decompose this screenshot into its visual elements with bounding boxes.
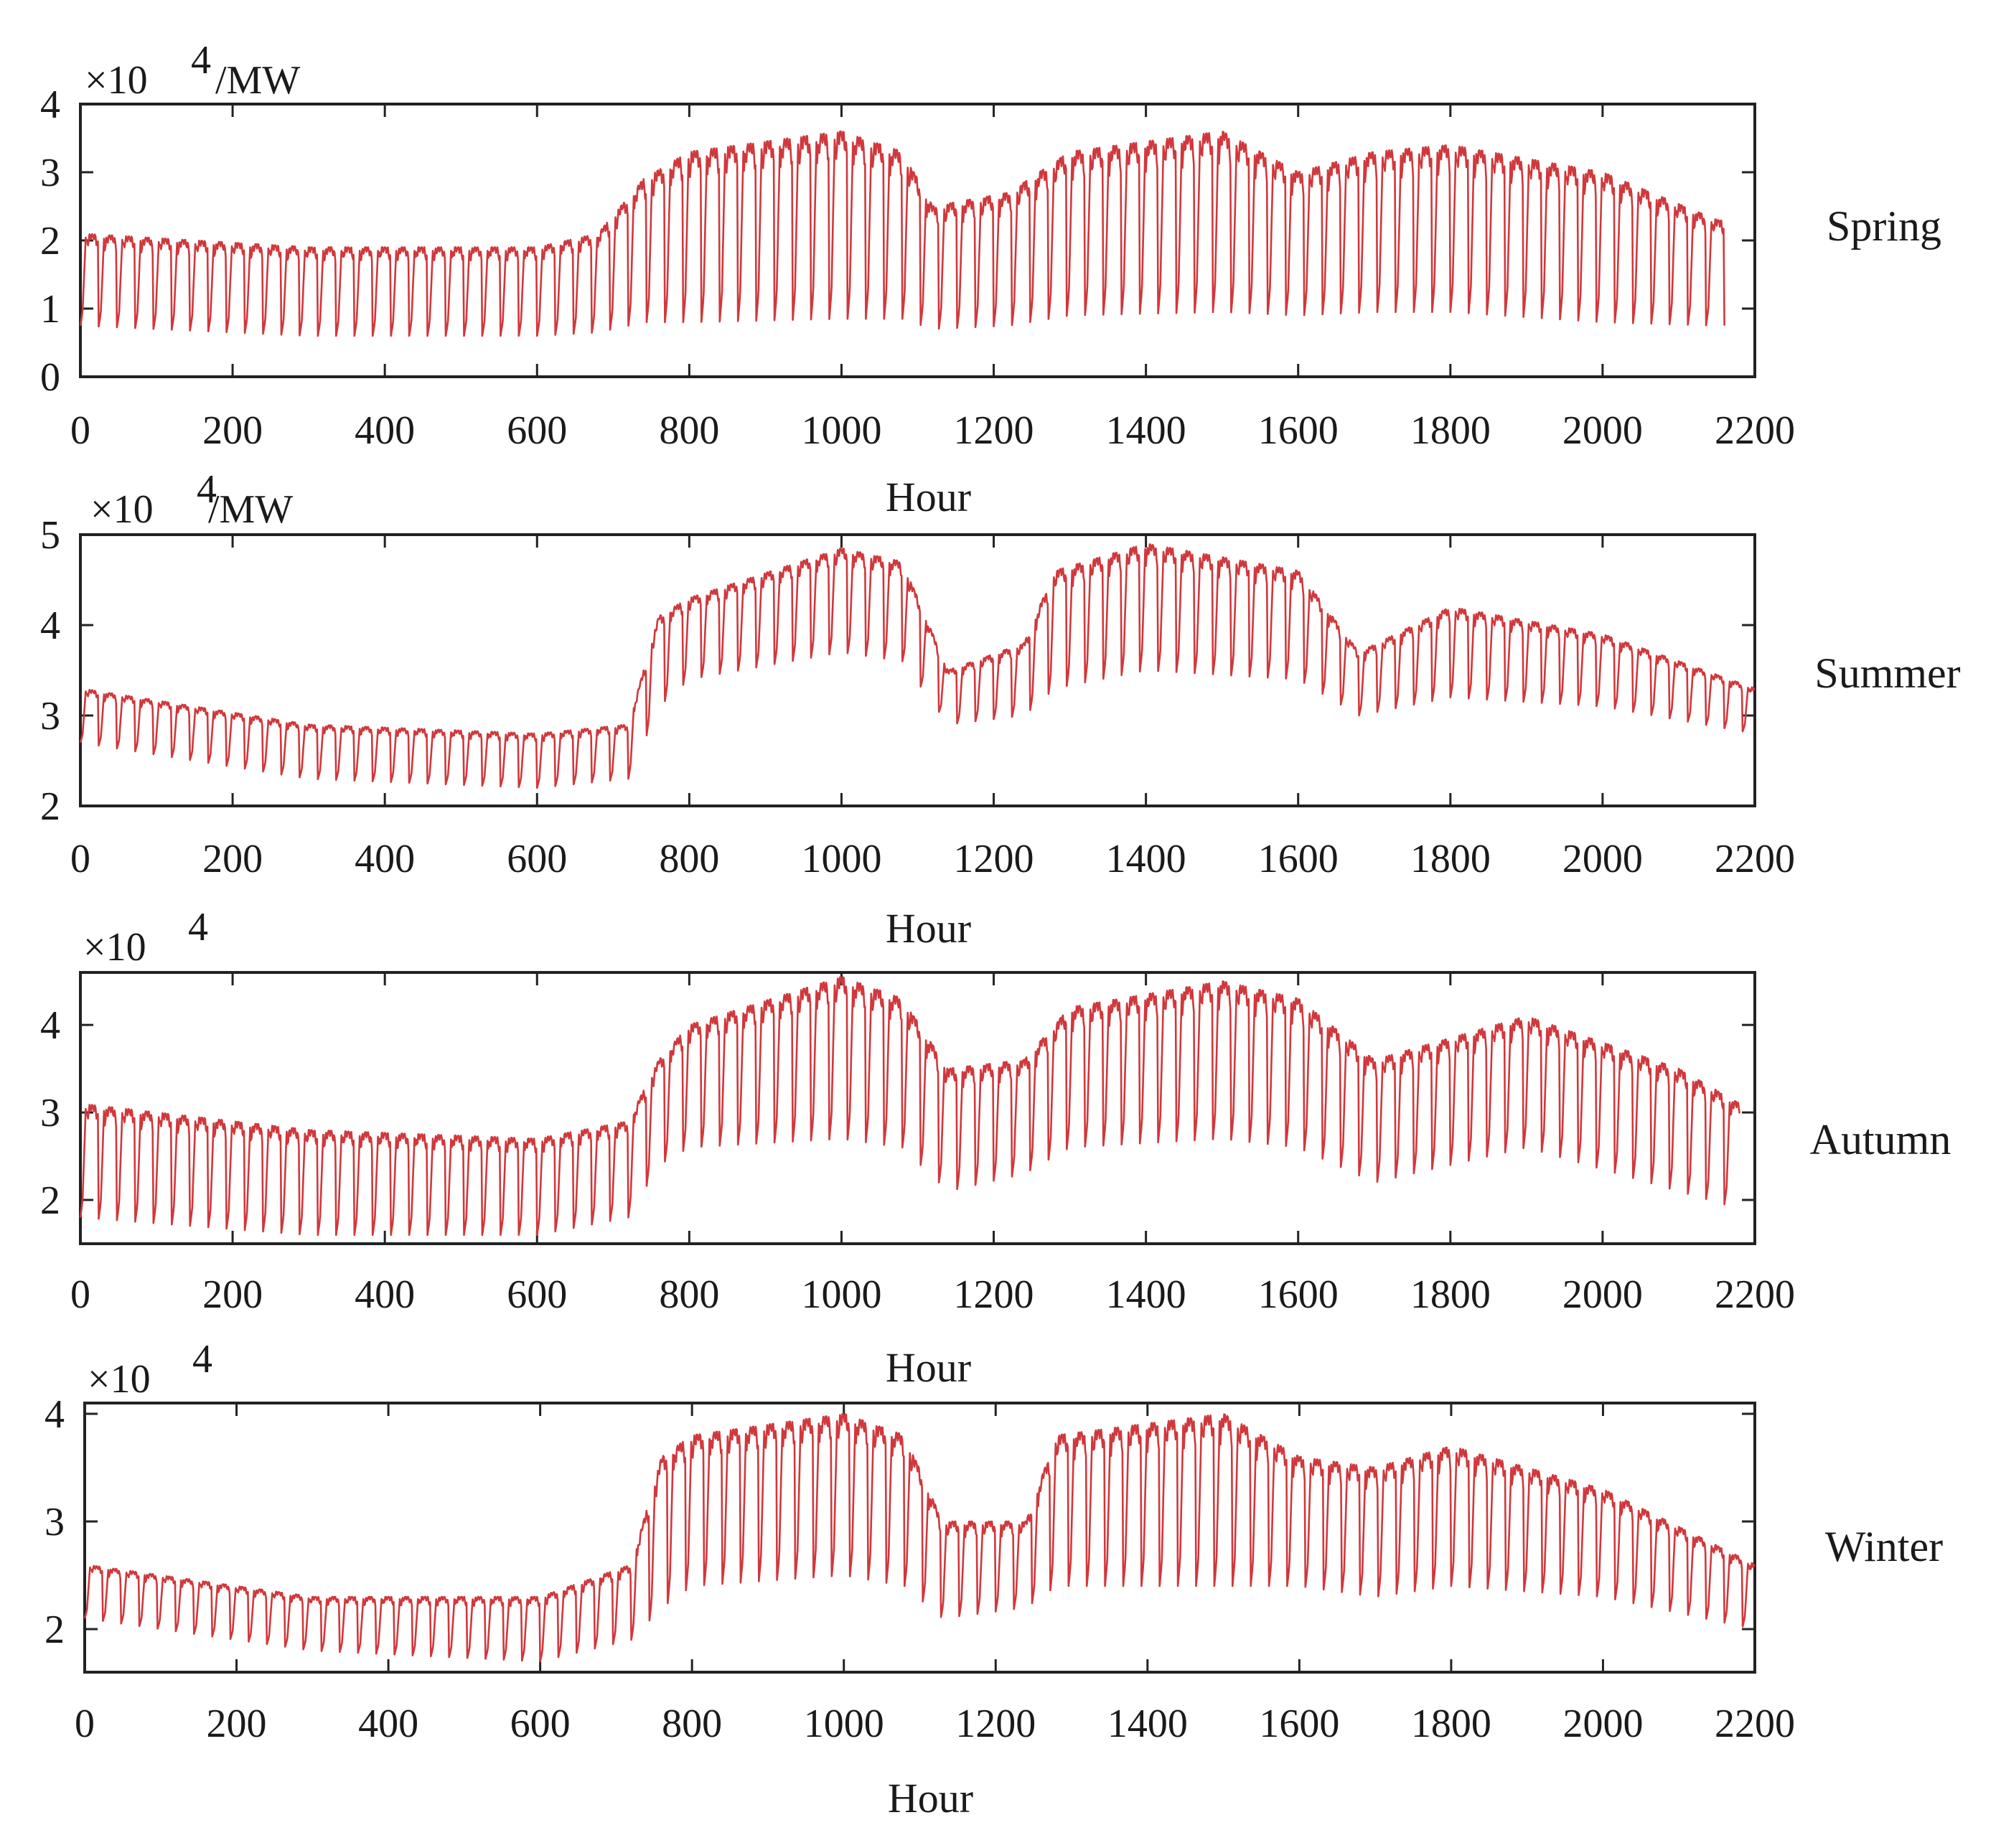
plot-frame	[79, 533, 1756, 807]
plot-frame	[79, 103, 1756, 378]
scale-factor-label: ×10	[85, 58, 148, 103]
x-tick-label: 600	[507, 837, 567, 881]
x-tick-label: 2000	[1562, 1272, 1643, 1317]
x-tick-label: 1600	[1259, 1702, 1339, 1746]
season-label-summer: Summer	[1814, 649, 1960, 697]
plot-frame	[83, 1402, 1756, 1674]
panel-winter: 0 200 400 600 800 1000 1200 1400 1600 1800 2000 220…	[44, 1337, 1943, 1821]
x-tick-label: 800	[662, 1702, 722, 1746]
y-tick-label: 3	[40, 151, 60, 195]
x-tick-label: 1200	[954, 1272, 1034, 1317]
panel-spring: 0 200 400 600 800 1000 1200 1400 1600 1800 2000 220…	[40, 38, 1941, 520]
x-tick-label: 1000	[804, 1702, 884, 1746]
x-tick-label: 1200	[954, 837, 1034, 881]
scale-exponent-label: 4	[188, 905, 208, 949]
x-tick-label: 1600	[1258, 408, 1339, 453]
y-tick-label: 2	[40, 784, 60, 829]
load-series-spring	[79, 130, 1725, 337]
x-tick-label: 1600	[1258, 837, 1339, 881]
x-tick-label: 800	[659, 1272, 719, 1317]
x-tick-label: 200	[202, 1272, 263, 1317]
x-tick-label: 1200	[954, 408, 1034, 453]
x-axis-label: Hour	[888, 1775, 973, 1821]
x-tick-label: 2200	[1715, 837, 1795, 881]
y-tick-label: 2	[40, 1178, 60, 1223]
x-tick-label: 1400	[1106, 837, 1186, 881]
y-tick-label: 1	[40, 287, 60, 332]
x-tick-label: 1000	[801, 1272, 881, 1317]
x-tick-label: 1600	[1258, 1272, 1339, 1317]
x-tick-label: 400	[355, 408, 415, 453]
x-tick-label: 2200	[1715, 408, 1795, 453]
y-tick-label: 3	[44, 1500, 65, 1544]
x-tick-label: 600	[507, 1272, 567, 1317]
x-tick-label: 0	[70, 408, 90, 453]
y-tick-label: 2	[40, 219, 60, 263]
x-tick-label: 200	[202, 837, 263, 881]
x-tick-label: 2000	[1562, 837, 1643, 881]
x-tick-label: 1200	[955, 1702, 1036, 1746]
x-tick-label: 1800	[1410, 408, 1491, 453]
scale-factor-label: ×10	[83, 925, 146, 970]
x-tick-label: 1400	[1106, 1272, 1186, 1317]
scale-factor-label: ×10	[90, 487, 154, 532]
y-tick-label: 3	[40, 1091, 60, 1135]
x-tick-label: 200	[202, 408, 263, 453]
x-tick-label: 800	[659, 837, 719, 881]
panel-summer: 0 200 400 600 800 1000 1200 1400 1600 1800 2000 220…	[40, 467, 1961, 952]
y-tick-label: 4	[40, 83, 60, 127]
y-tick-label: 2	[44, 1608, 65, 1652]
x-tick-label: 1400	[1107, 1702, 1188, 1746]
x-tick-label: 1000	[801, 837, 881, 881]
x-tick-label: 800	[659, 408, 719, 453]
scale-exponent-label: 4	[197, 467, 217, 512]
x-axis-label: Hour	[886, 1344, 971, 1391]
panel-autumn: 0 200 400 600 800 1000 1200 1400 1600 1800 2000 220…	[40, 905, 1951, 1391]
season-label-autumn: Autumn	[1810, 1116, 1951, 1163]
x-axis-label: Hour	[886, 905, 971, 952]
x-tick-label: 400	[358, 1702, 418, 1746]
x-tick-label: 0	[70, 1272, 90, 1317]
season-label-spring: Spring	[1827, 202, 1941, 250]
scale-exponent-label: 4	[191, 38, 211, 83]
x-tick-label: 1800	[1411, 1702, 1491, 1746]
unit-label: /MW	[215, 58, 300, 103]
season-label-winter: Winter	[1825, 1523, 1943, 1570]
x-tick-label: 400	[355, 1272, 415, 1317]
x-tick-label: 600	[507, 408, 567, 453]
x-axis-label: Hour	[886, 474, 971, 520]
x-tick-label: 1800	[1410, 1272, 1491, 1317]
load-series-winter	[83, 1412, 1756, 1663]
unit-label: /MW	[208, 487, 293, 532]
x-tick-label: 600	[510, 1702, 571, 1746]
y-tick-label: 5	[40, 513, 60, 558]
x-tick-label: 1400	[1106, 408, 1186, 453]
x-tick-label: 2200	[1715, 1272, 1795, 1317]
scale-factor-label: ×10	[88, 1357, 151, 1402]
y-tick-label: 4	[44, 1392, 65, 1437]
x-tick-label: 1000	[801, 408, 881, 453]
plot-frame	[79, 971, 1756, 1245]
x-tick-label: 2000	[1562, 1702, 1643, 1746]
load-series-autumn	[79, 976, 1741, 1237]
scale-exponent-label: 4	[192, 1337, 212, 1382]
load-series-summer	[79, 543, 1756, 789]
x-tick-label: 2000	[1562, 408, 1643, 453]
x-tick-label: 1800	[1410, 837, 1491, 881]
x-tick-label: 0	[70, 837, 90, 881]
y-tick-label: 0	[40, 355, 60, 400]
y-tick-label: 4	[40, 1003, 60, 1048]
x-tick-label: 200	[207, 1702, 267, 1746]
y-tick-label: 4	[40, 604, 60, 648]
x-tick-label: 2200	[1715, 1702, 1795, 1746]
x-tick-label: 0	[75, 1702, 95, 1746]
x-tick-label: 400	[355, 837, 415, 881]
y-tick-label: 3	[40, 694, 60, 738]
